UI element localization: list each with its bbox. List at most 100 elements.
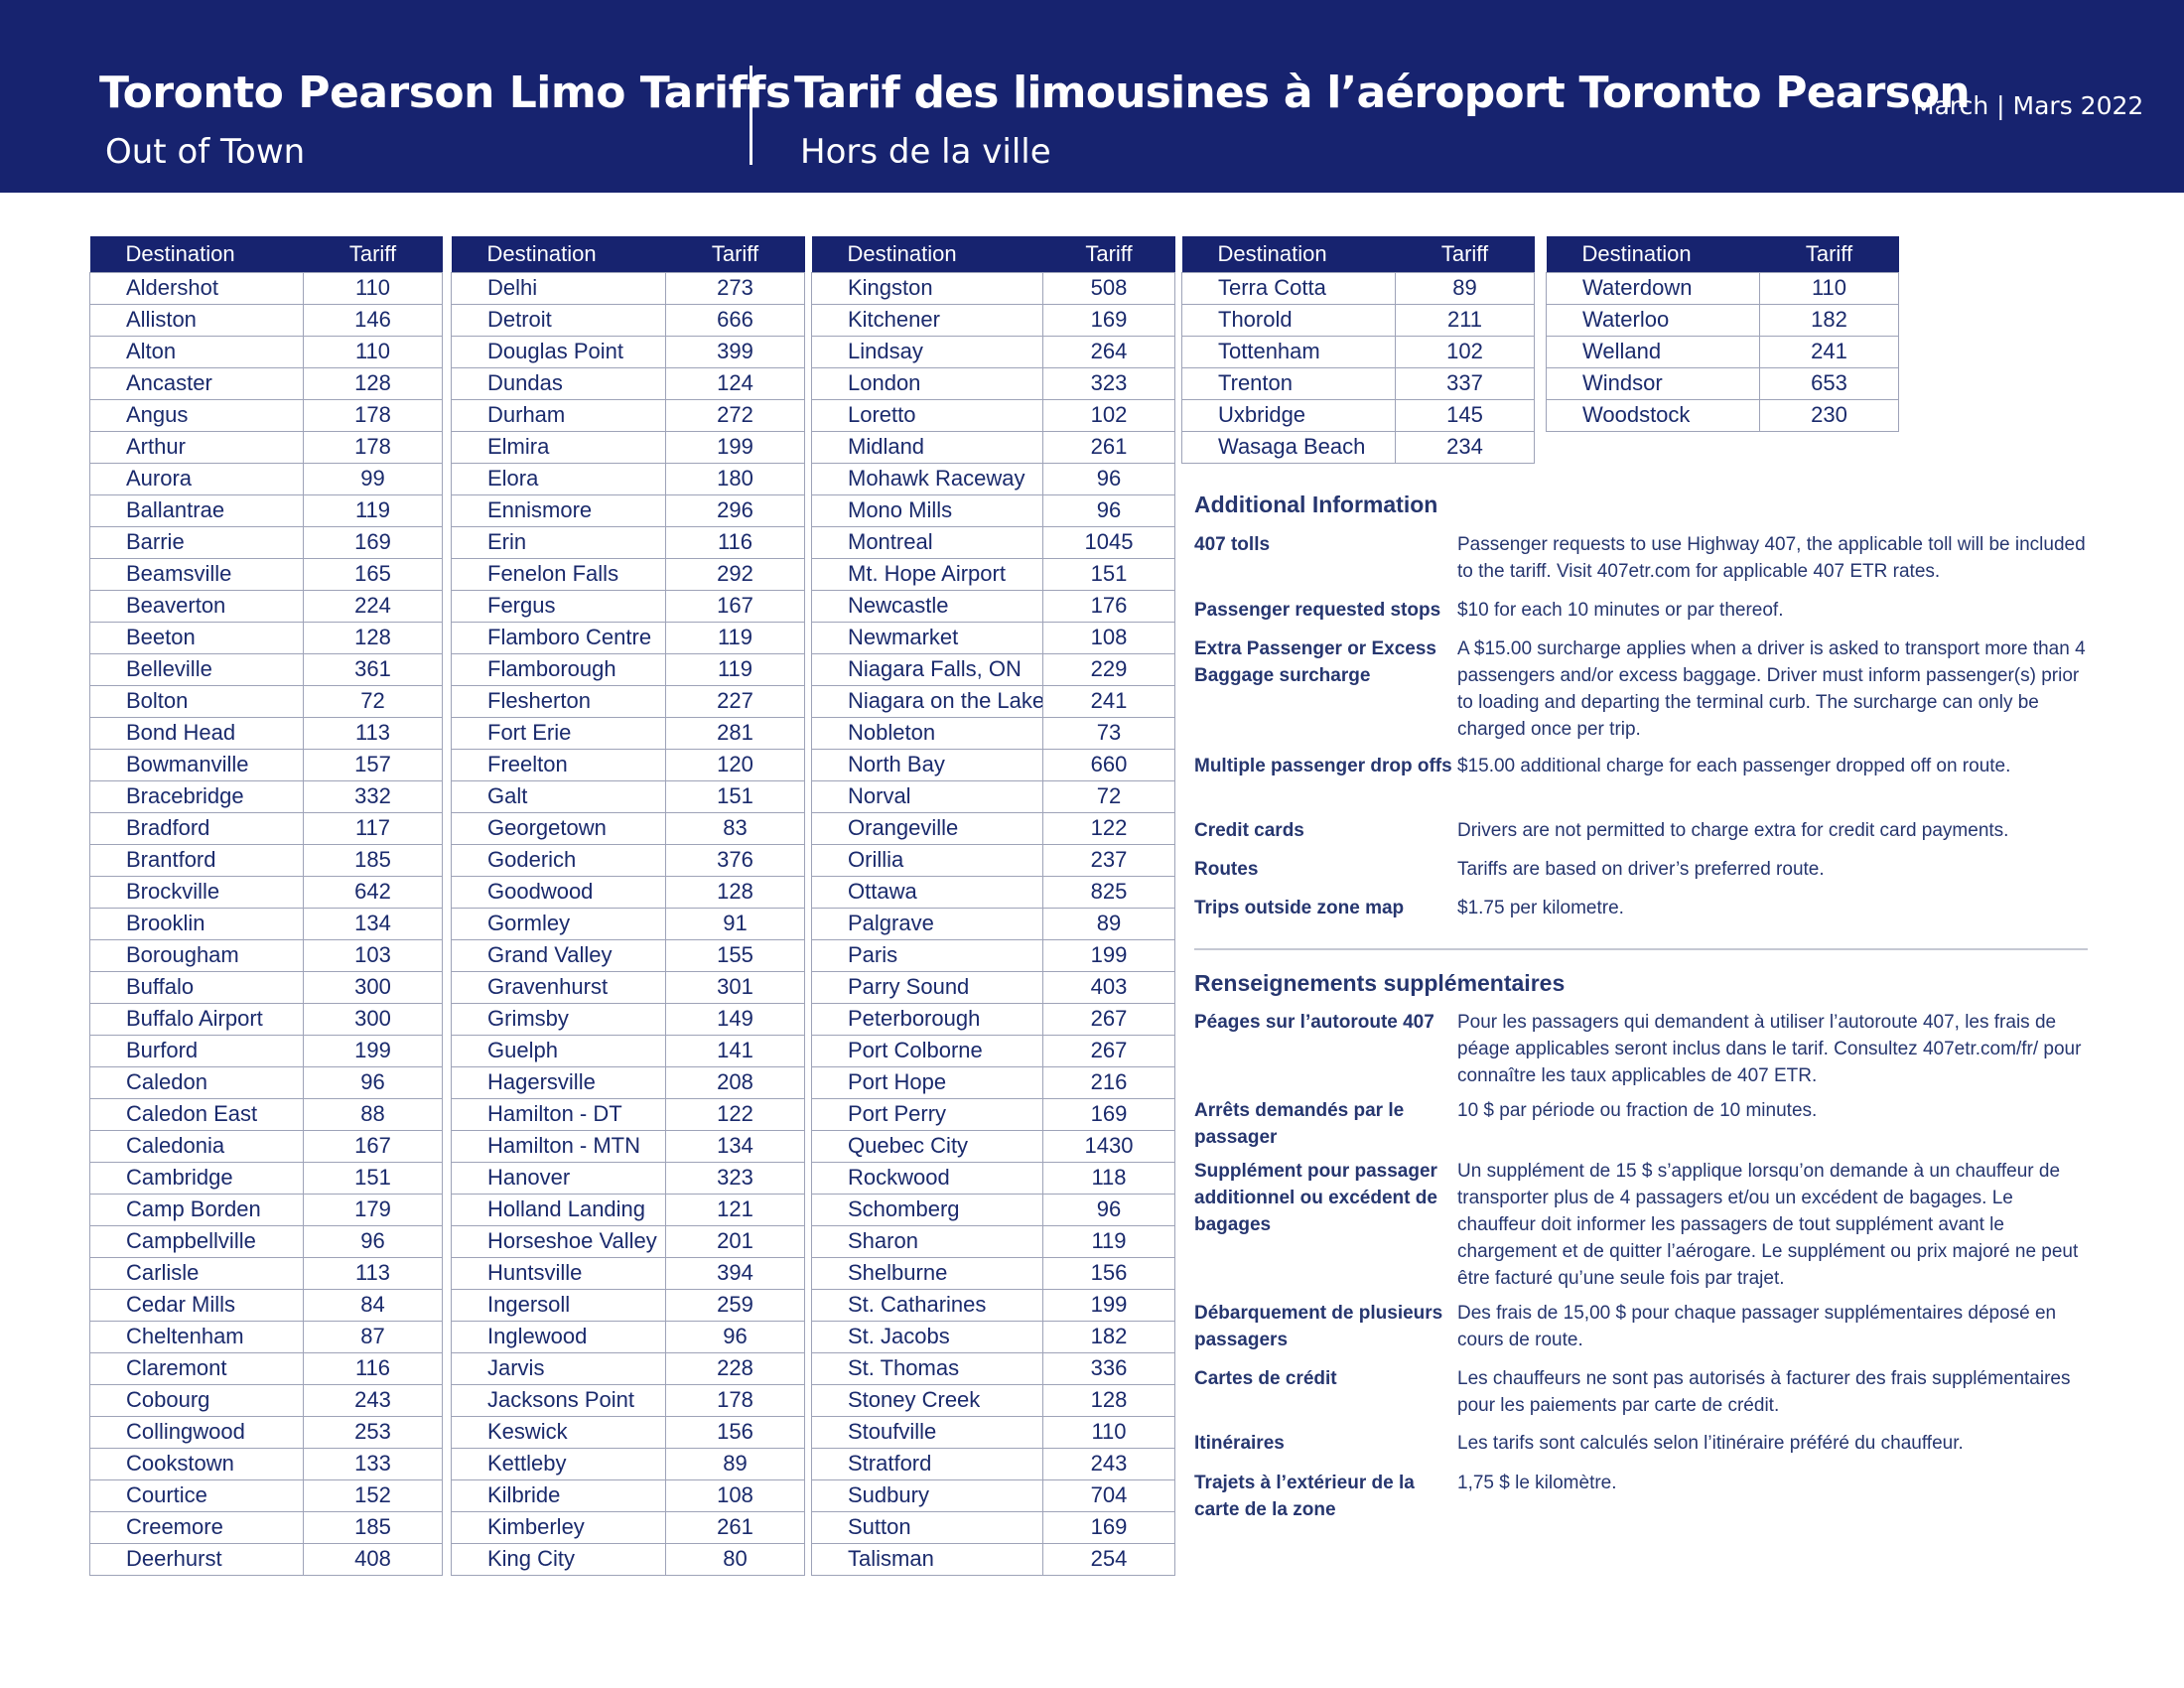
table-row: Niagara Falls, ON 229	[811, 652, 1175, 686]
table-row: Bond Head 113	[89, 716, 443, 750]
tariff-cell: 145	[1395, 398, 1535, 432]
destination-cell: Elora	[451, 462, 666, 495]
destination-cell: Alliston	[89, 303, 304, 337]
table-row: Kitchener 169	[811, 303, 1175, 337]
destination-cell: Quebec City	[811, 1129, 1043, 1163]
table-row: Keswick 156	[451, 1415, 805, 1449]
destination-cell: Waterdown	[1546, 271, 1760, 305]
destination-cell: Sutton	[811, 1510, 1043, 1544]
table-row: Kimberley 261	[451, 1510, 805, 1544]
tariff-cell: 234	[1395, 430, 1535, 464]
destination-cell: Goodwood	[451, 875, 666, 909]
destination-cell: Port Perry	[811, 1097, 1043, 1131]
info-text: Drivers are not permitted to charge extr…	[1457, 820, 2009, 841]
table-row: Aurora 99	[89, 462, 443, 495]
tariff-cell: 72	[1042, 779, 1175, 813]
table-row: Carlisle 113	[89, 1256, 443, 1290]
table-row: Kettleby 89	[451, 1447, 805, 1480]
table-row: Loretto 102	[811, 398, 1175, 432]
tariff-cell: 178	[665, 1383, 805, 1417]
info-text: $15.00 additional charge for each passen…	[1457, 756, 2011, 776]
destination-cell: Inglewood	[451, 1320, 666, 1353]
info-text: Tariffs are based on driver’s preferred …	[1457, 859, 1825, 880]
destination-cell: London	[811, 366, 1043, 400]
column-header-tariff: Tariff	[1759, 236, 1899, 272]
table-row: Collingwood 253	[89, 1415, 443, 1449]
tariff-cell: 152	[303, 1478, 443, 1512]
table-row: Welland 241	[1546, 335, 1899, 368]
table-row: Grand Valley 155	[451, 938, 805, 972]
destination-cell: Ottawa	[811, 875, 1043, 909]
tariff-cell: 300	[303, 1002, 443, 1036]
tariff-cell: 216	[1042, 1065, 1175, 1099]
table-row: Holland Landing 121	[451, 1193, 805, 1226]
destination-cell: Burford	[89, 1034, 304, 1067]
table-row: Newcastle 176	[811, 589, 1175, 623]
table-row: Palgrave 89	[811, 907, 1175, 940]
table-row: Borougham 103	[89, 938, 443, 972]
tariff-cell: 241	[1759, 335, 1899, 368]
destination-cell: Alton	[89, 335, 304, 368]
tariff-cell: 128	[1042, 1383, 1175, 1417]
destination-cell: Campbellville	[89, 1224, 304, 1258]
tariff-cell: 199	[665, 430, 805, 464]
tariff-cell: 134	[665, 1129, 805, 1163]
tariff-cell: 179	[303, 1193, 443, 1226]
tariff-cell: 301	[665, 970, 805, 1004]
tariff-cell: 128	[665, 875, 805, 909]
destination-cell: Grimsby	[451, 1002, 666, 1036]
tariff-cell: 119	[303, 493, 443, 527]
tariff-cell: 122	[1042, 811, 1175, 845]
destination-cell: Stratford	[811, 1447, 1043, 1480]
tariff-cell: 151	[665, 779, 805, 813]
tariff-cell: 121	[665, 1193, 805, 1226]
table-row: Cedar Mills 84	[89, 1288, 443, 1322]
destination-cell: Erin	[451, 525, 666, 559]
tariff-cell: 178	[303, 430, 443, 464]
tariff-cell: 96	[1042, 493, 1175, 527]
table-row: Newmarket 108	[811, 621, 1175, 654]
tariff-cell: 108	[665, 1478, 805, 1512]
destination-cell: King City	[451, 1542, 666, 1576]
column-header-tariff: Tariff	[303, 236, 443, 272]
tariff-cell: 151	[303, 1161, 443, 1195]
table-row: North Bay 660	[811, 748, 1175, 781]
destination-cell: Nobleton	[811, 716, 1043, 750]
destination-cell: Mohawk Raceway	[811, 462, 1043, 495]
table-row: Stoney Creek 128	[811, 1383, 1175, 1417]
table-row: Ballantrae 119	[89, 493, 443, 527]
tariff-cell: 167	[303, 1129, 443, 1163]
info-text: Les chauffeurs ne sont pas autorisés à f…	[1457, 1368, 2071, 1416]
destination-cell: Holland Landing	[451, 1193, 666, 1226]
destination-cell: Caledon	[89, 1065, 304, 1099]
destination-cell: Newcastle	[811, 589, 1043, 623]
destination-cell: Fergus	[451, 589, 666, 623]
tariff-cell: 91	[665, 907, 805, 940]
destination-cell: Douglas Point	[451, 335, 666, 368]
destination-cell: Flesherton	[451, 684, 666, 718]
table-row: Trenton 337	[1181, 366, 1535, 400]
destination-cell: Gravenhurst	[451, 970, 666, 1004]
table-row: Mohawk Raceway 96	[811, 462, 1175, 495]
table-row: Delhi 273	[451, 271, 805, 305]
table-row: Caledon East 88	[89, 1097, 443, 1131]
tariff-cell: 376	[665, 843, 805, 877]
tariff-cell: 201	[665, 1224, 805, 1258]
destination-cell: Stoney Creek	[811, 1383, 1043, 1417]
table-row: Orillia 237	[811, 843, 1175, 877]
destination-cell: Norval	[811, 779, 1043, 813]
destination-cell: Lindsay	[811, 335, 1043, 368]
destination-cell: Kilbride	[451, 1478, 666, 1512]
destination-cell: Guelph	[451, 1034, 666, 1067]
table-row: Brockville 642	[89, 875, 443, 909]
tariff-table: Destination Tariff Terra Cotta 89 Thorold 211…	[1181, 236, 1535, 464]
destination-cell: Sudbury	[811, 1478, 1043, 1512]
tariff-cell: 253	[303, 1415, 443, 1449]
tariff-cell: 110	[1759, 271, 1899, 305]
destination-cell: Hamilton - MTN	[451, 1129, 666, 1163]
tariff-cell: 96	[303, 1065, 443, 1099]
table-row: Arthur 178	[89, 430, 443, 464]
destination-cell: Cobourg	[89, 1383, 304, 1417]
tariff-cell: 292	[665, 557, 805, 591]
destination-cell: Arthur	[89, 430, 304, 464]
